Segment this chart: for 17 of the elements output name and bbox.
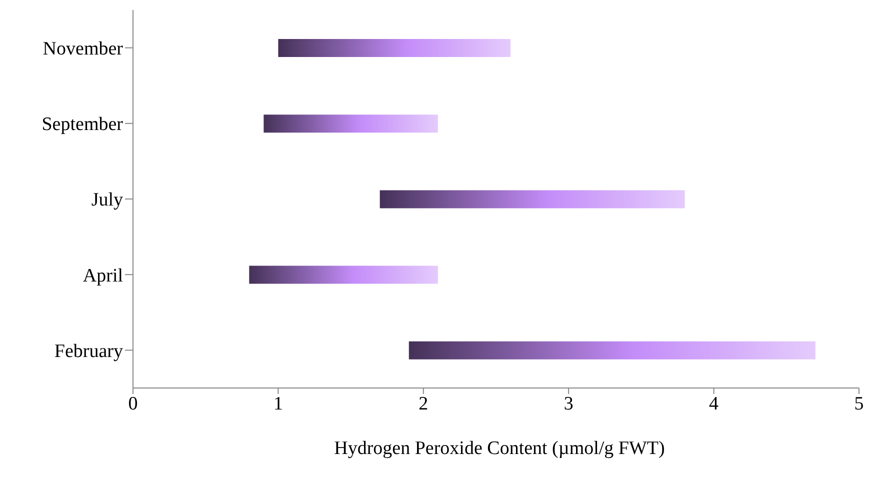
bar — [249, 266, 438, 284]
y-tick-label: February — [54, 340, 124, 362]
y-tick-label: April — [82, 265, 123, 286]
x-tick-label: 4 — [709, 393, 720, 414]
bar — [408, 341, 816, 360]
x-tick-label: 0 — [128, 393, 138, 414]
x-tick-label: 1 — [273, 393, 283, 414]
x-tick-label: 2 — [418, 393, 428, 414]
y-tick-label: July — [91, 190, 124, 211]
x-axis-title: Hydrogen Peroxide Content (µmol/g FWT) — [333, 438, 666, 460]
y-tick-label: November — [42, 38, 124, 60]
x-tick-label: 3 — [564, 393, 574, 414]
bar — [264, 114, 438, 133]
bar — [380, 190, 685, 208]
y-tick-label: September — [42, 114, 124, 136]
bar — [278, 39, 511, 57]
x-tick-label: 5 — [854, 393, 864, 414]
